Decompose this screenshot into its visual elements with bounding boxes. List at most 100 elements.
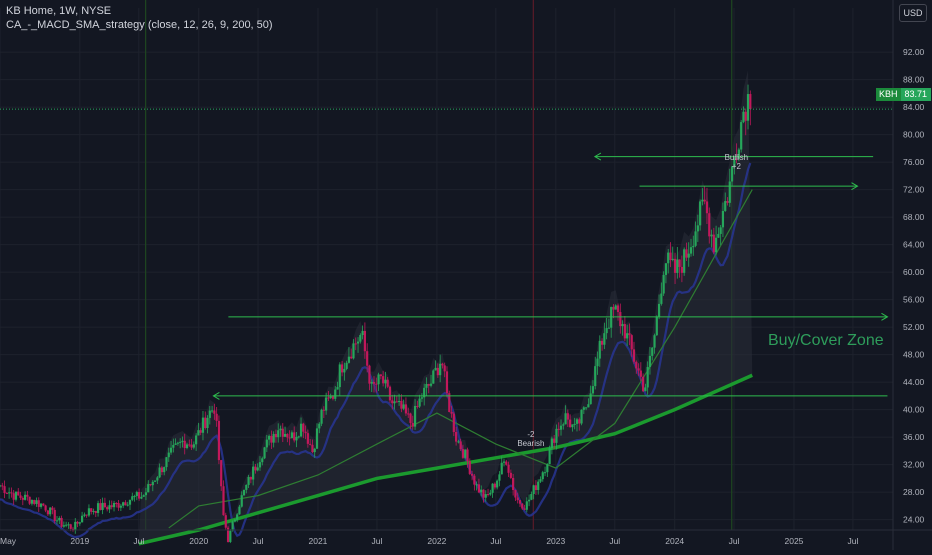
currency-button[interactable]: USD bbox=[899, 4, 927, 22]
candle-body bbox=[737, 149, 740, 159]
price-tick-label: 60.00 bbox=[903, 267, 925, 277]
candle-body bbox=[106, 507, 109, 510]
candle-body bbox=[619, 312, 622, 327]
candle-body bbox=[329, 396, 332, 398]
candle-body bbox=[591, 386, 595, 394]
candle-body bbox=[80, 515, 84, 523]
candle-body bbox=[124, 502, 127, 506]
candle-body bbox=[87, 508, 91, 516]
candle-body bbox=[418, 398, 421, 407]
candle-body bbox=[587, 404, 590, 408]
time-axis[interactable]: May 2019 Jul 2020 Jul 2021 Jul 2022 Jul 2023 Jul 20… bbox=[0, 529, 932, 546]
candle-body bbox=[489, 492, 492, 495]
candle-body bbox=[192, 444, 195, 448]
candle-body bbox=[51, 507, 54, 510]
candle-body bbox=[229, 530, 232, 542]
candle-body bbox=[140, 496, 143, 499]
candle-body bbox=[151, 481, 154, 486]
candle-body bbox=[532, 485, 535, 495]
candle-body bbox=[247, 476, 250, 485]
candle-body bbox=[546, 464, 549, 473]
candle-body bbox=[445, 371, 449, 394]
candle-body bbox=[1, 485, 4, 487]
candle-body bbox=[735, 158, 738, 160]
bullish-annotation-line: +2 bbox=[731, 162, 741, 172]
candle-body bbox=[160, 467, 164, 473]
candle-body bbox=[457, 441, 460, 443]
candle-body bbox=[361, 330, 364, 336]
candle-body bbox=[569, 419, 572, 428]
candle-body bbox=[370, 381, 373, 384]
candle-body bbox=[464, 449, 467, 458]
candle-body bbox=[183, 440, 186, 449]
candle-body bbox=[705, 201, 709, 214]
candle-body bbox=[112, 503, 116, 508]
candle-body bbox=[710, 234, 713, 237]
candle-body bbox=[5, 493, 8, 495]
price-tick-label: 56.00 bbox=[903, 295, 925, 305]
candle-body bbox=[692, 245, 695, 248]
candle-body bbox=[354, 343, 357, 345]
price-tick-label: 32.00 bbox=[903, 460, 925, 470]
candle-body bbox=[676, 259, 679, 273]
indicator-legend[interactable]: CA_-_MACD_SMA_strategy (close, 12, 26, 9… bbox=[6, 19, 273, 31]
ray-arrowhead bbox=[881, 312, 889, 321]
candle-body bbox=[42, 503, 45, 506]
candle-body bbox=[281, 428, 284, 437]
candle-body bbox=[468, 461, 471, 474]
candle-body bbox=[144, 492, 148, 496]
candle-body bbox=[514, 490, 517, 498]
candle-body bbox=[60, 517, 63, 527]
ray-arrowhead bbox=[851, 182, 859, 191]
candle-body bbox=[213, 410, 216, 414]
price-axis[interactable]: 24.00 28.00 32.00 36.00 40.00 44.00 48.00 52.00… bbox=[892, 0, 925, 550]
candle-body bbox=[347, 356, 351, 363]
candle-body bbox=[455, 431, 458, 442]
candle-body bbox=[8, 492, 11, 494]
candle-body bbox=[10, 492, 13, 494]
macd-band-line bbox=[0, 162, 752, 539]
horizontal-rays[interactable] bbox=[212, 152, 889, 400]
candle-body bbox=[689, 247, 693, 254]
candle-body bbox=[637, 368, 640, 371]
candle-body bbox=[163, 467, 166, 473]
bearish-annotation-line: -2 bbox=[527, 429, 535, 439]
price-tick-label: 68.00 bbox=[903, 212, 925, 222]
candle-body bbox=[582, 407, 585, 410]
candle-body bbox=[685, 249, 688, 258]
candle-body bbox=[728, 181, 731, 203]
candle-body bbox=[283, 433, 287, 437]
candle-body bbox=[313, 448, 316, 453]
candle-body bbox=[138, 492, 141, 499]
candle-body bbox=[614, 305, 617, 310]
candle-body bbox=[523, 508, 526, 510]
candle-body bbox=[630, 335, 633, 350]
candle-body bbox=[578, 419, 581, 424]
candle-body bbox=[153, 480, 157, 482]
candle-body bbox=[245, 484, 248, 490]
candle-body bbox=[632, 349, 636, 362]
candle-body bbox=[343, 368, 346, 373]
candle-body bbox=[69, 524, 72, 529]
candle-body bbox=[293, 432, 296, 441]
candle-body bbox=[92, 510, 95, 512]
candle-body bbox=[156, 477, 159, 481]
candle-body bbox=[470, 473, 474, 476]
candle-body bbox=[379, 374, 382, 377]
candle-body bbox=[126, 504, 129, 506]
candle-body bbox=[377, 374, 380, 385]
last-price-tag: KBH 83.71 bbox=[876, 88, 932, 101]
price-tick-label: 92.00 bbox=[903, 47, 925, 57]
candle-body bbox=[680, 266, 683, 273]
price-tick-label: 40.00 bbox=[903, 405, 925, 415]
candle-body bbox=[427, 384, 430, 386]
candle-body bbox=[290, 432, 294, 439]
candle-body bbox=[3, 486, 6, 494]
candle-body bbox=[450, 411, 453, 414]
candle-body bbox=[46, 510, 49, 515]
candle-body bbox=[459, 441, 462, 450]
candle-body bbox=[220, 460, 223, 487]
candle-body bbox=[616, 305, 620, 313]
